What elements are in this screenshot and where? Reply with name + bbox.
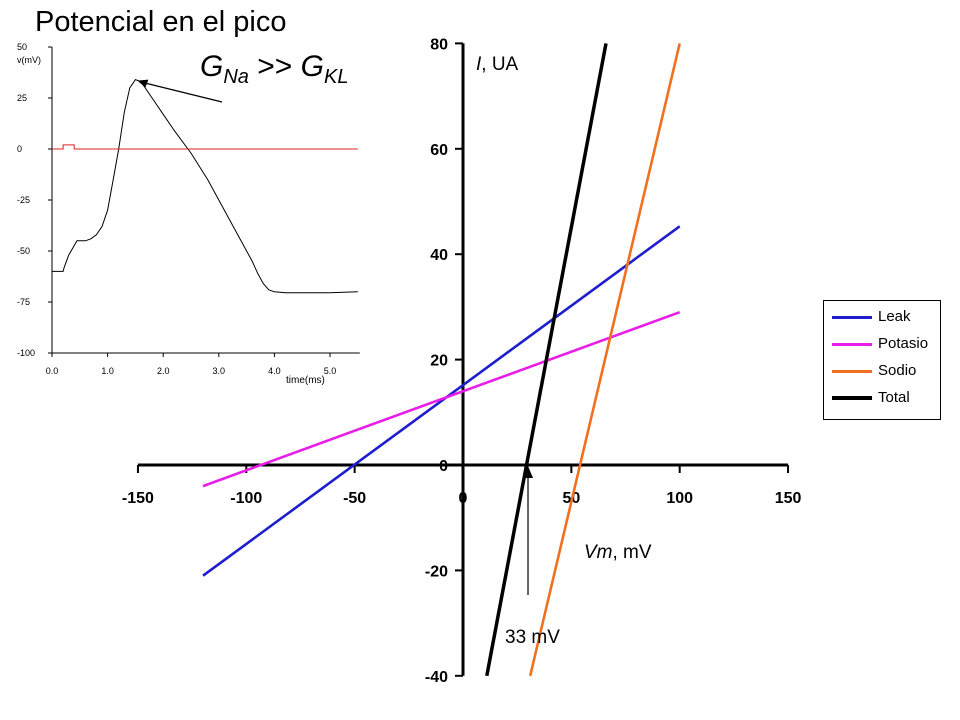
legend-swatch-leak <box>832 316 872 319</box>
inset-y-tick-label-0: 0 <box>17 144 22 154</box>
inset-y-tick-label-50: -50 <box>17 246 30 256</box>
inset-stimulus-trace <box>52 144 358 150</box>
inset-y-tick-label-100: -100 <box>17 348 35 358</box>
much-greater-operator: >> <box>257 50 293 83</box>
inset-x-tick-label-2-0: 2.0 <box>157 366 170 376</box>
inset-series <box>52 78 358 294</box>
y-tick-label-40: 40 <box>430 247 448 264</box>
x-tick-label-100: -100 <box>230 490 262 507</box>
inset-y-tick-label-50: 50 <box>17 42 27 52</box>
y-tick-label-60: 60 <box>430 142 448 159</box>
inset-x-tick-label-4-0: 4.0 <box>268 366 281 376</box>
legend-item-potasio: Potasio <box>832 332 940 356</box>
legend-label-leak: Leak <box>878 308 911 325</box>
chart-legend: Leak Potasio Sodio Total <box>823 300 941 420</box>
x-tick-label-150: 150 <box>775 490 802 507</box>
x-tick-label-100: 100 <box>666 490 693 507</box>
x-tick-label-0: 0 <box>459 490 468 507</box>
inset-action-potential-chart: 50 25 0 -25 -50 -75 -100 0.0 1.0 2.0 3.0 4.0 5.0 v(m… <box>17 42 360 386</box>
y-tick-label-0: 0 <box>439 458 448 475</box>
inset-x-tick-label-5-0: 5.0 <box>324 366 337 376</box>
legend-label-sodio: Sodio <box>878 362 917 379</box>
inset-y-axis-label: v(mV) <box>17 55 41 65</box>
main-series <box>202 43 681 677</box>
inset-y-tick-label-25: 25 <box>17 93 27 103</box>
legend-label-potasio: Potasio <box>878 335 929 352</box>
callouts <box>137 79 223 103</box>
legend-swatch-total <box>832 396 872 400</box>
gna-symbol: G <box>200 50 224 83</box>
legend-swatch-potasio <box>832 343 872 346</box>
x-tick-label-150: -150 <box>122 490 154 507</box>
series-line-potasio <box>202 310 681 488</box>
inset-y-tick-label-25: -25 <box>17 195 30 205</box>
legend-swatch-sodio <box>832 370 872 373</box>
conductance-ratio: GNa >> GKL <box>200 50 348 89</box>
gkl-symbol: G <box>300 50 324 83</box>
inset-voltage-trace <box>52 78 358 294</box>
inset-ticks: 50 25 0 -25 -50 -75 -100 0.0 1.0 2.0 3.0 4.0 5.0 <box>17 42 336 376</box>
series-line-leak <box>202 225 681 577</box>
y-tick-label-20: 20 <box>430 353 448 370</box>
legend-item-leak: Leak <box>832 305 940 329</box>
annotation-label: 33 mV <box>505 627 560 648</box>
inset-x-axis-label: time(ms) <box>286 375 325 386</box>
inset-axes <box>51 47 360 354</box>
inset-y-tick-label-75: -75 <box>17 297 30 307</box>
inset-x-tick-label-3-0: 3.0 <box>213 366 226 376</box>
main-labels: I, UA Vm, mV 33 mV <box>476 54 652 648</box>
inset-labels: v(mV) time(ms) <box>17 55 325 386</box>
inset-x-tick-label-0-0: 0.0 <box>46 366 59 376</box>
slide-title: Potencial en el pico <box>35 6 287 38</box>
gna-subscript: Na <box>223 66 249 88</box>
annotation-arrow-head <box>523 466 534 478</box>
legend-label-total: Total <box>878 389 910 406</box>
y-tick-label-40: -40 <box>425 669 448 686</box>
peak-callout-line <box>143 82 223 103</box>
y-tick-label-80: 80 <box>430 36 448 53</box>
y-axis-label: I, UA <box>476 54 519 75</box>
y-tick-label-20: -20 <box>425 563 448 580</box>
legend-item-total: Total <box>832 386 940 410</box>
legend-item-sodio: Sodio <box>832 359 940 383</box>
x-axis-label: Vm, mV <box>584 542 652 563</box>
inset-x-tick-label-1-0: 1.0 <box>101 366 114 376</box>
series-line-total <box>485 43 608 677</box>
gkl-subscript: KL <box>324 66 349 88</box>
peak-callout-arrowhead <box>137 79 149 88</box>
series-line-sodio <box>528 43 681 677</box>
x-tick-label-50: -50 <box>343 490 366 507</box>
